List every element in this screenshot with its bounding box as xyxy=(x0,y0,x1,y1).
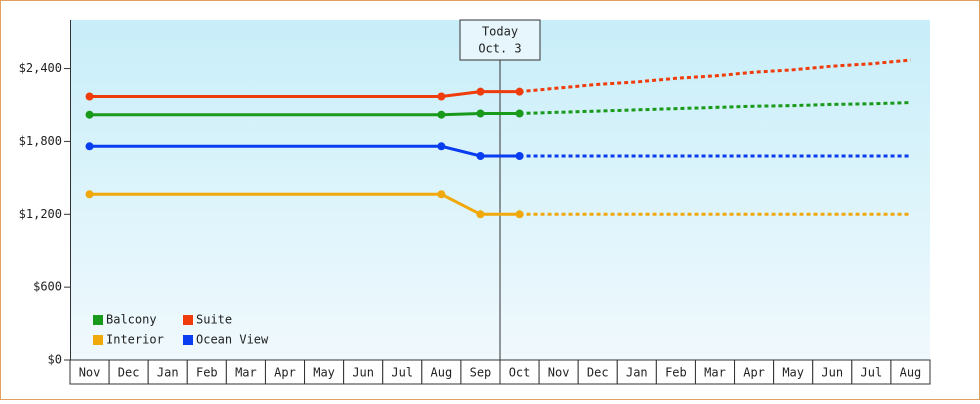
x-tick-label: Sep xyxy=(470,366,492,380)
x-tick-label: May xyxy=(313,366,335,380)
today-label: Today xyxy=(482,25,518,39)
point xyxy=(85,92,94,101)
today-date: Oct. 3 xyxy=(478,42,521,56)
x-tick-label: Apr xyxy=(274,366,296,380)
point xyxy=(515,210,524,219)
x-tick-box xyxy=(382,359,423,385)
point xyxy=(515,152,524,160)
legend-swatch xyxy=(93,335,103,345)
x-tick-box xyxy=(616,359,657,385)
x-tick-label: Jan xyxy=(157,366,179,380)
x-tick-label: Nov xyxy=(548,366,570,380)
point xyxy=(476,109,485,118)
x-tick-label: Jan xyxy=(626,366,648,380)
forecast-line xyxy=(519,101,911,115)
x-tick-box xyxy=(108,359,149,385)
x-tick-box xyxy=(147,359,188,385)
x-tick-box xyxy=(694,359,736,385)
x-tick-label: May xyxy=(782,366,804,380)
x-tick-box xyxy=(655,359,696,385)
point xyxy=(85,142,94,151)
point xyxy=(476,87,485,96)
x-tick-label: Nov xyxy=(79,366,101,380)
legend-swatch xyxy=(93,315,103,325)
x-tick-label: Dec xyxy=(118,366,140,380)
series-line xyxy=(89,90,520,98)
today-box xyxy=(459,19,541,61)
x-tick-label: Jul xyxy=(861,366,883,380)
point xyxy=(85,190,94,199)
legend-swatch xyxy=(183,335,193,345)
x-tick-label: Jul xyxy=(391,366,413,380)
point xyxy=(85,110,94,119)
x-tick-box xyxy=(421,359,462,385)
point xyxy=(476,210,485,219)
legend-label: Interior xyxy=(106,333,164,347)
x-tick-box xyxy=(343,359,384,385)
point xyxy=(437,92,446,101)
series-line xyxy=(89,144,520,158)
x-tick-label: Jun xyxy=(352,366,374,380)
y-tick-label: $600 xyxy=(33,280,62,294)
point xyxy=(515,87,524,96)
x-tick-label: Feb xyxy=(665,366,687,380)
series-line xyxy=(89,112,520,117)
point xyxy=(437,190,446,199)
x-tick-box xyxy=(264,359,306,385)
x-tick-box xyxy=(499,359,540,385)
x-tick-label: Oct xyxy=(509,366,531,380)
legend-swatch xyxy=(183,315,193,325)
x-tick-label: Mar xyxy=(704,366,726,380)
point xyxy=(437,142,446,151)
point xyxy=(515,109,524,118)
x-tick-label: Mar xyxy=(235,366,257,380)
point xyxy=(476,152,485,160)
x-tick-box xyxy=(851,359,892,385)
x-tick-label: Jun xyxy=(821,366,843,380)
x-tick-label: Dec xyxy=(587,366,609,380)
x-tick-label: Aug xyxy=(900,366,922,380)
x-tick-box xyxy=(225,359,266,385)
legend-label: Ocean View xyxy=(196,333,269,347)
x-tick-label: Aug xyxy=(431,366,453,380)
series-line xyxy=(89,192,520,216)
y-tick-label: $0 xyxy=(48,353,62,367)
x-tick-box xyxy=(890,359,931,385)
forecast-line xyxy=(519,58,911,94)
x-tick-box xyxy=(69,359,110,385)
legend-label: Suite xyxy=(196,313,232,327)
y-tick-label: $1,200 xyxy=(19,207,62,221)
y-tick-label: $2,400 xyxy=(19,61,62,75)
y-tick-label: $1,800 xyxy=(19,134,62,148)
legend-label: Balcony xyxy=(106,313,157,327)
x-tick-label: Apr xyxy=(743,366,765,380)
x-tick-box xyxy=(812,359,853,385)
x-tick-label: Feb xyxy=(196,366,218,380)
x-tick-box xyxy=(577,359,618,385)
x-tick-box xyxy=(186,359,227,385)
point xyxy=(437,110,446,119)
